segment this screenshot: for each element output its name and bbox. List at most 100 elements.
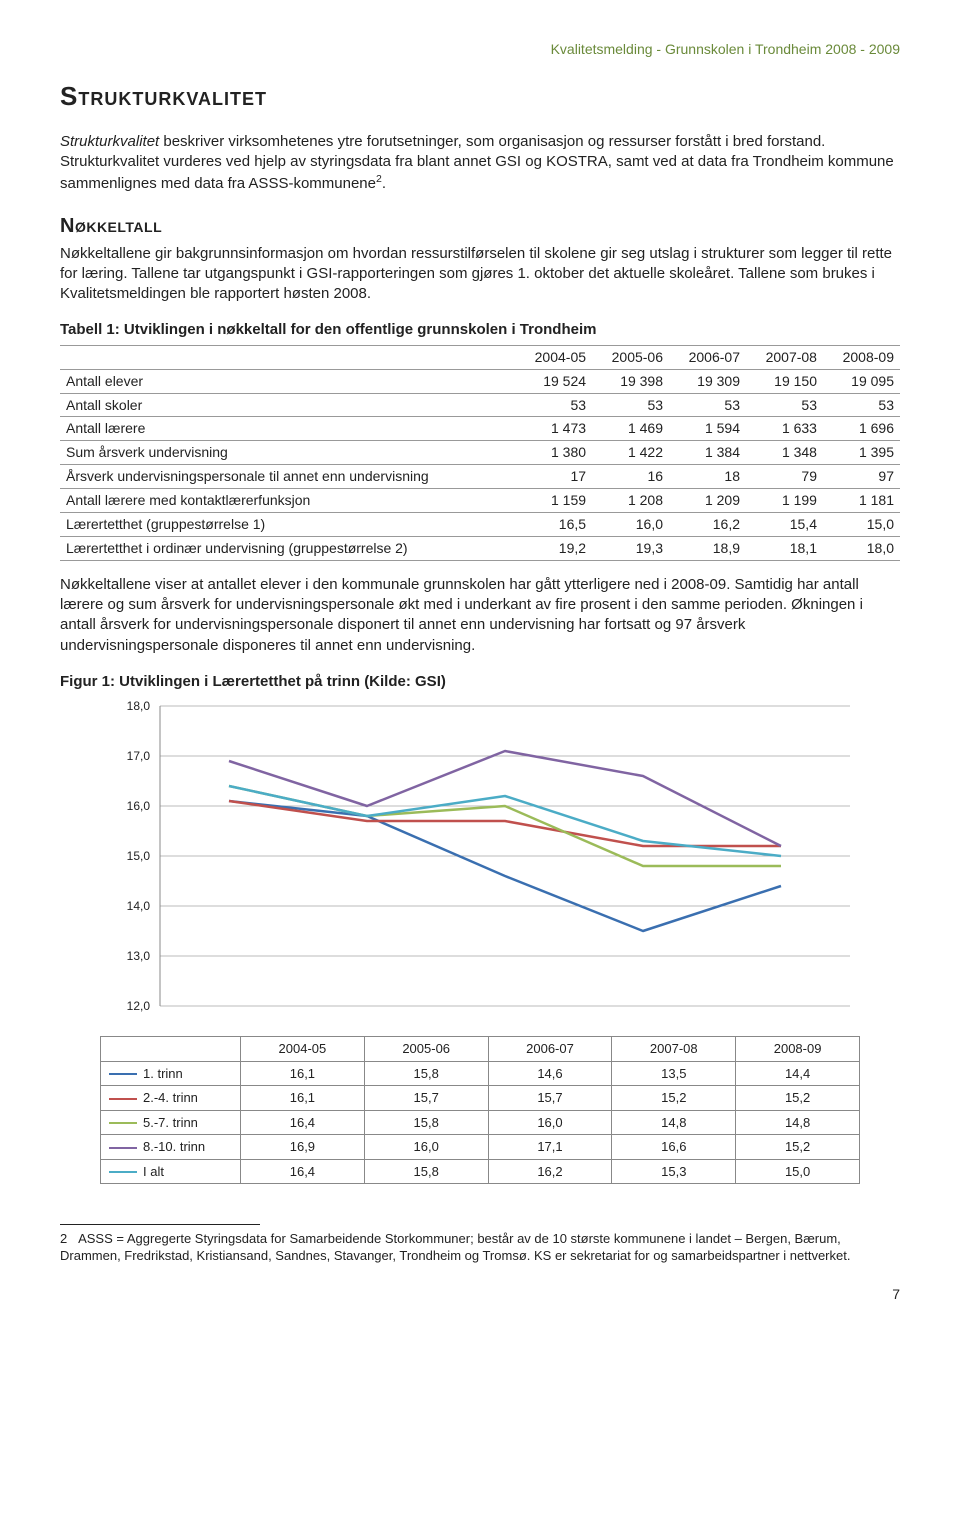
chart-series-line (229, 751, 781, 846)
figure1-container: 12,013,014,015,016,017,018,0 2004-052005… (100, 696, 860, 1184)
table1-body: Antall elever19 52419 39819 30919 15019 … (60, 369, 900, 560)
table1-header-cell: 2008-09 (823, 345, 900, 369)
legend-value-cell: 14,8 (612, 1110, 736, 1135)
legend-label-cell: 2.-4. trinn (101, 1086, 241, 1111)
legend-value-cell: 16,4 (241, 1159, 365, 1184)
legend-row: 2.-4. trinn16,115,715,715,215,2 (101, 1086, 860, 1111)
legend-series-name: 2.-4. trinn (143, 1090, 198, 1105)
nokkeltall-paragraph: Nøkkeltallene gir bakgrunnsinformasjon o… (60, 244, 900, 305)
legend-series-name: 8.-10. trinn (143, 1139, 205, 1154)
svg-text:17,0: 17,0 (127, 749, 151, 763)
table1-header-cell (60, 345, 515, 369)
legend-swatch-icon (109, 1073, 137, 1075)
intro-italic-term: Strukturkvalitet (60, 133, 159, 150)
table-cell: 1 380 (515, 441, 592, 465)
table-row: Antall skoler5353535353 (60, 393, 900, 417)
legend-header-cell: 2006-07 (488, 1037, 612, 1062)
figure1-title: Figur 1: Utviklingen i Lærertetthet på t… (60, 672, 900, 692)
table-cell: Antall elever (60, 369, 515, 393)
legend-swatch-icon (109, 1147, 137, 1149)
table-cell: Lærertetthet i ordinær undervisning (gru… (60, 536, 515, 560)
legend-value-cell: 16,1 (241, 1086, 365, 1111)
table-cell: 18 (669, 465, 746, 489)
table-cell: 18,0 (823, 536, 900, 560)
legend-series-name: I alt (143, 1164, 164, 1179)
table-row: Sum årsverk undervisning1 3801 4221 3841… (60, 441, 900, 465)
table-row: Antall lærere1 4731 4691 5941 6331 696 (60, 417, 900, 441)
legend-label-cell: 5.-7. trinn (101, 1110, 241, 1135)
legend-value-cell: 13,5 (612, 1061, 736, 1086)
legend-value-cell: 14,6 (488, 1061, 612, 1086)
table-cell: 1 473 (515, 417, 592, 441)
legend-swatch-icon (109, 1098, 137, 1100)
table-cell: 1 348 (746, 441, 823, 465)
legend-label-cell: 8.-10. trinn (101, 1135, 241, 1160)
table-row: Lærertetthet i ordinær undervisning (gru… (60, 536, 900, 560)
table-cell: 16,5 (515, 512, 592, 536)
page-header-right: Kvalitetsmelding - Grunnskolen i Trondhe… (60, 40, 900, 59)
legend-value-cell: 16,1 (241, 1061, 365, 1086)
intro-end: . (382, 175, 386, 192)
footnote-number: 2 (60, 1231, 67, 1246)
table-cell: 16,0 (592, 512, 669, 536)
legend-value-cell: 16,2 (488, 1159, 612, 1184)
legend-value-cell: 16,0 (488, 1110, 612, 1135)
table-cell: 16 (592, 465, 669, 489)
table-cell: Antall lærere med kontaktlærerfunksjon (60, 489, 515, 513)
table-cell: 19 309 (669, 369, 746, 393)
table-cell: 1 208 (592, 489, 669, 513)
svg-text:12,0: 12,0 (127, 999, 151, 1013)
table-cell: 19 095 (823, 369, 900, 393)
legend-value-cell: 15,8 (364, 1110, 488, 1135)
legend-value-cell: 15,7 (364, 1086, 488, 1111)
legend-value-cell: 15,0 (736, 1159, 860, 1184)
table1: 2004-052005-062006-072007-082008-09 Anta… (60, 345, 900, 561)
legend-header-blank (101, 1037, 241, 1062)
table-cell: 1 384 (669, 441, 746, 465)
legend-value-cell: 16,9 (241, 1135, 365, 1160)
table1-header-cell: 2007-08 (746, 345, 823, 369)
chart-series-line (229, 801, 781, 846)
table-cell: 19,3 (592, 536, 669, 560)
legend-row: 5.-7. trinn16,415,816,014,814,8 (101, 1110, 860, 1135)
table-cell: 1 594 (669, 417, 746, 441)
legend-value-cell: 15,3 (612, 1159, 736, 1184)
table-row: Antall elever19 52419 39819 30919 15019 … (60, 369, 900, 393)
table-cell: 16,2 (669, 512, 746, 536)
table-cell: 53 (746, 393, 823, 417)
table-cell: Antall lærere (60, 417, 515, 441)
table-cell: Lærertetthet (gruppestørrelse 1) (60, 512, 515, 536)
table1-header-cell: 2005-06 (592, 345, 669, 369)
svg-text:14,0: 14,0 (127, 899, 151, 913)
legend-value-cell: 15,7 (488, 1086, 612, 1111)
table-cell: 1 469 (592, 417, 669, 441)
table-cell: 19 150 (746, 369, 823, 393)
legend-series-name: 1. trinn (143, 1066, 183, 1081)
legend-value-cell: 15,8 (364, 1159, 488, 1184)
table-cell: 18,9 (669, 536, 746, 560)
table-cell: 53 (669, 393, 746, 417)
legend-value-cell: 16,6 (612, 1135, 736, 1160)
table-cell: 53 (592, 393, 669, 417)
legend-value-cell: 15,2 (612, 1086, 736, 1111)
table1-header-row: 2004-052005-062006-072007-082008-09 (60, 345, 900, 369)
table-row: Antall lærere med kontaktlærerfunksjon1 … (60, 489, 900, 513)
footnote: 2 ASSS = Aggregerte Styringsdata for Sam… (60, 1231, 900, 1265)
page-title: Strukturkvalitet (60, 79, 900, 114)
table-cell: 53 (823, 393, 900, 417)
legend-header-cell: 2005-06 (364, 1037, 488, 1062)
table-cell: 17 (515, 465, 592, 489)
table-cell: 18,1 (746, 536, 823, 560)
legend-value-cell: 15,2 (736, 1135, 860, 1160)
legend-value-cell: 17,1 (488, 1135, 612, 1160)
legend-body: 1. trinn16,115,814,613,514,42.-4. trinn1… (101, 1061, 860, 1184)
table-cell: 1 181 (823, 489, 900, 513)
legend-series-name: 5.-7. trinn (143, 1115, 198, 1130)
table-cell: 1 159 (515, 489, 592, 513)
footnote-text: ASSS = Aggregerte Styringsdata for Samar… (60, 1231, 850, 1263)
table-cell: 15,0 (823, 512, 900, 536)
svg-text:18,0: 18,0 (127, 699, 151, 713)
legend-value-cell: 14,8 (736, 1110, 860, 1135)
table-cell: Antall skoler (60, 393, 515, 417)
mid-paragraph: Nøkkeltallene viser at antallet elever i… (60, 575, 900, 656)
